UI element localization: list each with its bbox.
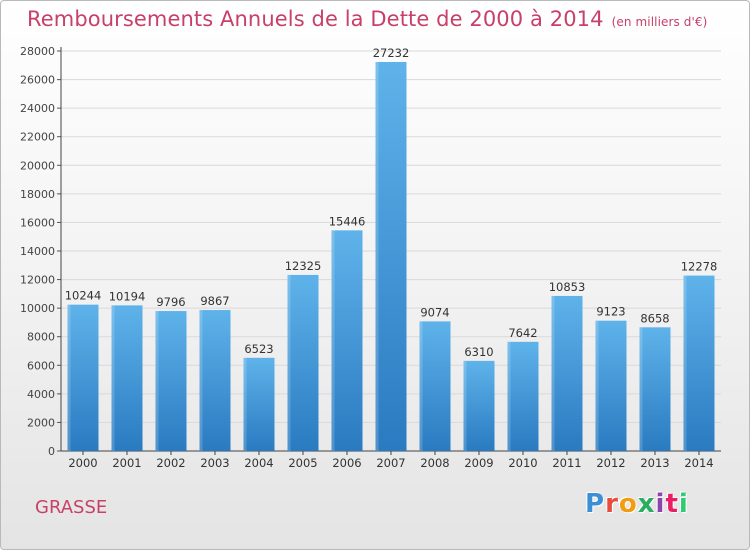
y-tick-label: 26000: [20, 74, 55, 87]
data-label: 9074: [420, 305, 449, 319]
city-name: GRASSE: [35, 497, 108, 518]
x-tick-label: 2004: [244, 456, 273, 470]
data-label: 8658: [640, 311, 669, 325]
bar-2006: [331, 230, 363, 451]
bar-highlight: [199, 310, 203, 451]
logo-letter: r: [605, 489, 619, 519]
bar-2012: [595, 320, 627, 451]
bar-2003: [199, 310, 231, 451]
x-tick-label: 2000: [68, 456, 97, 470]
bar-highlight: [507, 341, 511, 451]
bar-highlight: [287, 274, 291, 451]
x-tick-label: 2002: [156, 456, 185, 470]
bar-highlight: [331, 230, 335, 451]
data-label: 12325: [285, 259, 322, 273]
logo-letter: i: [678, 489, 689, 519]
logo-letter: t: [665, 489, 679, 519]
bar-2002: [155, 311, 187, 451]
bar-highlight: [375, 61, 379, 451]
bar-2005: [287, 274, 319, 451]
y-tick-label: 8000: [27, 331, 55, 344]
bar-2007: [375, 61, 407, 451]
bar-2000: [67, 304, 99, 451]
data-label: 10853: [549, 280, 586, 294]
y-tick-label: 0: [48, 445, 55, 458]
x-tick-label: 2010: [508, 456, 537, 470]
x-tick-label: 2013: [640, 456, 669, 470]
bar-highlight: [243, 357, 247, 451]
x-tick-label: 2011: [552, 456, 581, 470]
data-label: 27232: [373, 46, 410, 60]
logo-letter: x: [637, 489, 656, 519]
x-tick-label: 2012: [596, 456, 625, 470]
x-tick-label: 2006: [332, 456, 361, 470]
x-tick-label: 2014: [684, 456, 713, 470]
bar-2010: [507, 341, 539, 451]
y-tick-label: 20000: [20, 159, 55, 172]
data-label: 6523: [244, 342, 273, 356]
x-tick-label: 2003: [200, 456, 229, 470]
bar-2008: [419, 321, 451, 451]
x-tick-label: 2008: [420, 456, 449, 470]
bar-highlight: [419, 321, 423, 451]
y-tick-label: 22000: [20, 131, 55, 144]
y-tick-label: 18000: [20, 188, 55, 201]
data-label: 10244: [65, 289, 102, 303]
bars: [67, 61, 715, 451]
bar-highlight: [155, 311, 159, 451]
data-labels: 10244 10194 9796 9867 6523 12325 15446 27232 907…: [65, 46, 718, 359]
chart-title: Remboursements Annuels de la Dette de 20…: [27, 7, 707, 31]
x-tick-label: 2007: [376, 456, 405, 470]
data-label: 15446: [329, 214, 366, 228]
x-tick-label: 2005: [288, 456, 317, 470]
y-tick-label: 2000: [27, 416, 55, 429]
logo-letter: P: [585, 489, 606, 519]
y-tick-label: 12000: [20, 274, 55, 287]
data-label: 10194: [109, 289, 146, 303]
bar-2009: [463, 360, 495, 451]
logo-letter: o: [618, 489, 638, 519]
chart-title-text: Remboursements Annuels de la Dette de 20…: [27, 7, 604, 31]
data-label: 9867: [200, 294, 229, 308]
bar-highlight: [111, 305, 115, 451]
proxiti-logo: Proxiti: [585, 489, 689, 519]
bar-2014: [683, 275, 715, 451]
bar-2011: [551, 295, 583, 451]
x-tick-label: 2001: [112, 456, 141, 470]
bar-2013: [639, 327, 671, 451]
y-tick-label: 6000: [27, 359, 55, 372]
data-label: 7642: [508, 326, 537, 340]
data-label: 9123: [596, 305, 625, 319]
bar-highlight: [595, 320, 599, 451]
logo-letter: i: [655, 489, 666, 519]
chart-subtitle: (en milliers d'€): [611, 15, 708, 29]
bar-highlight: [639, 327, 643, 451]
y-tick-label: 28000: [20, 45, 55, 58]
bar-highlight: [683, 275, 687, 451]
data-label: 6310: [464, 345, 493, 359]
bar-highlight: [551, 295, 555, 451]
y-tick-label: 14000: [20, 245, 55, 258]
y-tick-label: 24000: [20, 102, 55, 115]
data-label: 9796: [156, 295, 185, 309]
data-label: 12278: [681, 260, 718, 274]
bar-highlight: [463, 360, 467, 451]
y-tick-label: 16000: [20, 216, 55, 229]
bar-2004: [243, 357, 275, 451]
bar-2001: [111, 305, 143, 451]
bar-highlight: [67, 304, 71, 451]
y-tick-label: 4000: [27, 388, 55, 401]
x-tick-label: 2009: [464, 456, 493, 470]
y-tick-label: 10000: [20, 302, 55, 315]
